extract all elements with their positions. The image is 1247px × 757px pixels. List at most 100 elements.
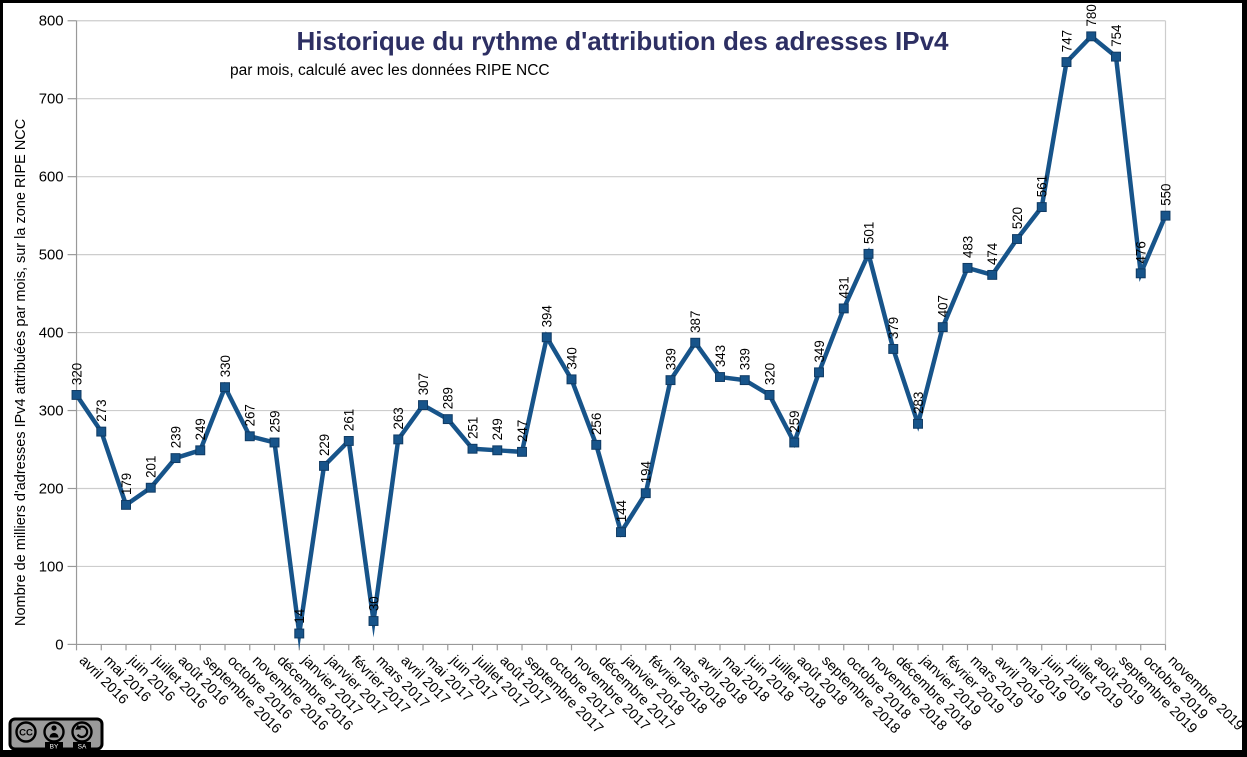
data-point-label: 474 <box>985 242 1000 265</box>
data-point <box>1086 31 1097 42</box>
sa-tag <box>73 742 91 750</box>
data-point <box>1036 202 1047 213</box>
y-axis-label: 800 <box>39 14 64 30</box>
data-point <box>418 400 428 411</box>
data-point-label: 239 <box>168 426 183 448</box>
data-point-label: 249 <box>490 418 505 440</box>
cc-icon-label: CC <box>19 728 33 739</box>
cc-icon <box>15 721 37 743</box>
sa-tag-label: SA <box>78 743 87 750</box>
data-point-label: 229 <box>317 434 332 456</box>
data-point-label: 267 <box>243 404 258 426</box>
data-point-label: 144 <box>614 500 629 523</box>
sa-arrowhead <box>75 724 82 730</box>
data-point-label: 343 <box>713 345 728 367</box>
y-axis-label: 500 <box>39 248 64 264</box>
data-point-label: 483 <box>960 236 975 258</box>
data-point-label: 320 <box>69 363 84 385</box>
data-point-label: 339 <box>663 348 678 370</box>
data-point <box>838 303 849 314</box>
data-point <box>863 248 874 259</box>
data-point-label: 283 <box>911 392 926 414</box>
data-point <box>937 322 948 333</box>
y-axis-label: 200 <box>39 481 64 497</box>
data-point <box>1135 268 1146 279</box>
y-axis-label: 600 <box>39 170 64 186</box>
data-point <box>616 527 626 538</box>
data-point-label: 289 <box>441 387 456 409</box>
chart-title: Historique du rythme d'attribution des a… <box>296 26 949 56</box>
data-point-label: 201 <box>144 456 159 478</box>
data-point-label: 501 <box>861 222 876 244</box>
data-point-label: 259 <box>787 410 802 432</box>
data-point-label: 30 <box>366 596 381 611</box>
by-person-head <box>51 725 57 731</box>
data-point <box>121 499 131 510</box>
data-point <box>640 488 651 499</box>
data-point <box>393 434 404 445</box>
series-line <box>74 33 1168 650</box>
data-point <box>1012 234 1022 244</box>
data-point-label: 330 <box>218 355 233 377</box>
data-point-label: 247 <box>515 420 530 442</box>
sa-arrow-icon <box>76 725 89 739</box>
data-point <box>739 375 750 386</box>
data-point <box>343 436 354 446</box>
data-point-label: 251 <box>465 417 480 439</box>
data-point <box>1111 51 1121 62</box>
data-point-label: 550 <box>1158 184 1173 206</box>
data-point <box>467 443 478 454</box>
y-axis-title: Nombre de milliers d'adresses IPv4 attri… <box>13 118 29 626</box>
data-point-label: 256 <box>589 413 604 435</box>
data-point <box>244 431 255 442</box>
y-axis-label: 100 <box>39 559 64 575</box>
data-point <box>319 460 329 471</box>
chart-subtitle: par mois, calculé avec les données RIPE … <box>230 62 550 79</box>
data-point <box>715 372 725 382</box>
data-point-label: 259 <box>267 410 282 432</box>
data-point-label: 194 <box>639 461 654 484</box>
data-point <box>665 375 676 386</box>
by-person-body <box>49 732 59 738</box>
data-point <box>170 453 181 464</box>
data-point <box>888 344 899 354</box>
data-point-label: 754 <box>1109 24 1124 47</box>
data-point-label: 407 <box>936 295 951 317</box>
data-point <box>566 374 577 385</box>
data-point-label: 307 <box>416 373 431 395</box>
sa-icon <box>71 721 93 743</box>
by-person-icon <box>43 721 65 743</box>
data-point <box>690 337 701 348</box>
data-point <box>591 439 602 450</box>
data-point-label: 320 <box>762 363 777 385</box>
data-point-label: 263 <box>391 407 406 429</box>
data-point <box>764 390 775 400</box>
data-point <box>962 262 973 273</box>
cc-by-sa-badge: CC BY SA <box>8 717 104 750</box>
data-point <box>814 367 824 378</box>
data-point-label: 780 <box>1084 4 1099 26</box>
data-point <box>913 418 923 429</box>
data-point-label: 394 <box>540 305 555 328</box>
y-axis-label: 700 <box>39 92 64 108</box>
data-point-label: 249 <box>193 418 208 440</box>
y-axis-label: 400 <box>39 326 64 342</box>
data-point-label: 561 <box>1035 175 1050 197</box>
y-axis-label: 0 <box>55 637 63 653</box>
data-point <box>294 628 305 639</box>
data-point <box>492 445 503 456</box>
data-point <box>71 390 82 400</box>
data-point-label: 349 <box>812 340 827 362</box>
data-point-label: 431 <box>837 276 852 298</box>
data-point <box>1061 57 1072 68</box>
data-point-label: 387 <box>688 311 703 333</box>
data-point-label: 379 <box>886 317 901 339</box>
data-point <box>541 332 552 343</box>
data-point <box>987 269 998 280</box>
data-point <box>145 482 156 493</box>
data-point <box>368 616 379 626</box>
data-point <box>789 437 800 448</box>
data-point-label: 476 <box>1134 241 1149 263</box>
